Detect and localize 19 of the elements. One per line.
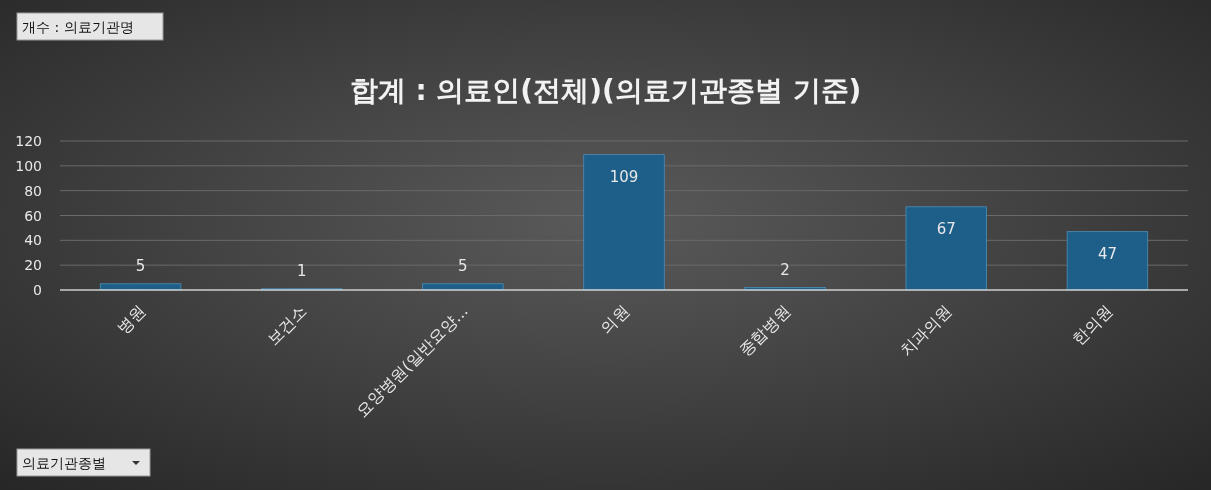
y-tick-label: 0 [33, 282, 42, 298]
y-tick-label: 20 [24, 257, 42, 274]
data-label: 5 [458, 256, 468, 275]
data-label: 5 [135, 256, 146, 275]
data-label: 1 [296, 261, 307, 280]
y-tick-label: 40 [24, 232, 42, 249]
y-tick-label: 60 [24, 207, 42, 224]
data-label: 67 [936, 219, 956, 238]
y-tick-label: 120 [15, 133, 42, 149]
y-tick-label: 100 [15, 157, 42, 174]
x-tick-label: 의원 [596, 301, 633, 338]
y-tick-label: 80 [24, 182, 42, 199]
data-label: 2 [780, 260, 790, 279]
data-label: 109 [609, 167, 639, 186]
text: 의료기관종별 [22, 455, 106, 471]
data-label: 47 [1097, 244, 1117, 263]
chart-title: 합계 : 의료인(전체)(의료기관종별 기준) [349, 74, 862, 107]
text: 개수 : 의료기관명 [22, 19, 134, 35]
x-tick-label: 병원 [113, 301, 150, 338]
